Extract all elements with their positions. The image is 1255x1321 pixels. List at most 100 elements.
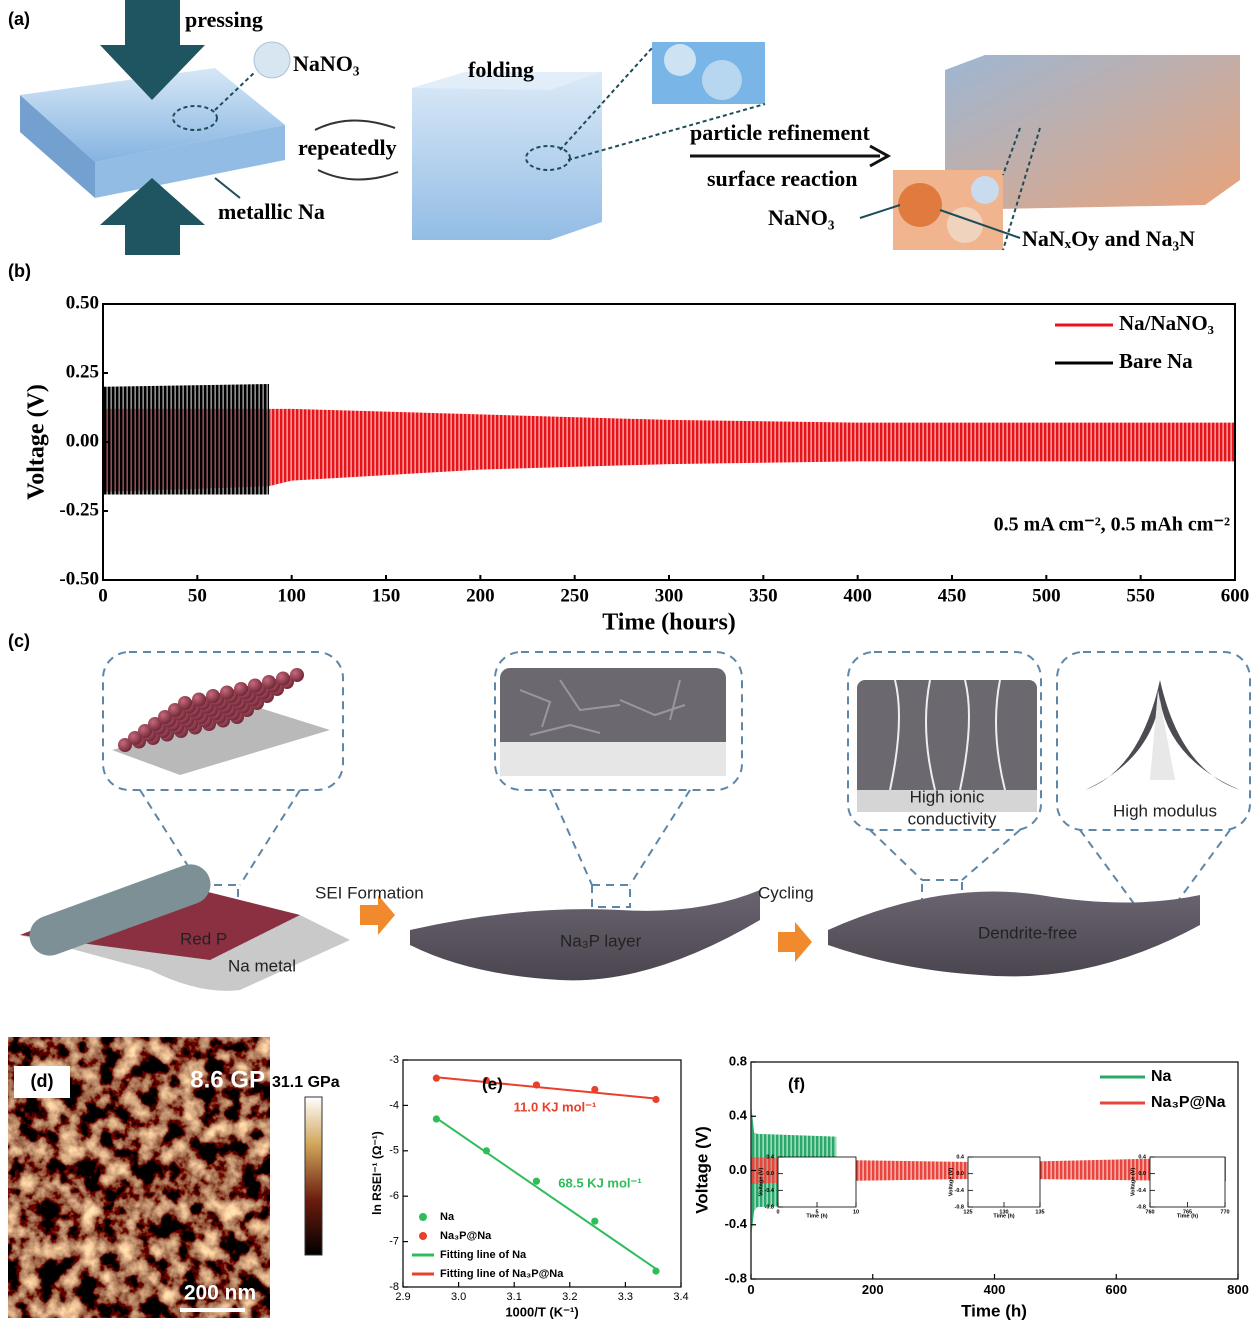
text: NaNO₃ <box>293 51 360 76</box>
pointer <box>939 209 1021 239</box>
zoom <box>172 105 218 131</box>
x-axis-title: 1000/T (K⁻¹) <box>505 1304 578 1319</box>
press-arrow <box>100 178 205 255</box>
folded-slab <box>412 72 602 240</box>
sphere <box>206 689 220 703</box>
y-tick-label: -0.25 <box>59 499 99 520</box>
chart: 0 50 100 150 200 250 300 350 400 450 500 550 600 -0.5… <box>8 261 1249 636</box>
y-axis-title: Voltage (V) <box>692 1126 711 1214</box>
zoom-line <box>1002 127 1041 251</box>
x-tick-label: 600 <box>1105 1282 1127 1297</box>
text: particle refinement <box>690 120 870 145</box>
text: Na⁺ <box>868 657 895 674</box>
zoom-box <box>1056 651 1251 831</box>
y-tick-label: -6 <box>389 1190 399 1202</box>
modulus-sheet <box>1085 680 1240 790</box>
x-tick-label: 450 <box>938 585 967 606</box>
text: NaNO₃ <box>768 205 835 230</box>
text: pressing <box>185 7 263 32</box>
legend-label: Na₃P@Na <box>1151 1094 1226 1111</box>
x-tick-label: 300 <box>655 585 684 606</box>
panel-c: (c) Red P Na metal SEI Formation Na₃P la… <box>8 631 1251 991</box>
zoom-line <box>869 829 923 881</box>
slab-side <box>20 95 95 198</box>
inset-background <box>778 1157 856 1207</box>
inset-y-title: Voltage (V) <box>948 1168 954 1196</box>
pointer <box>214 177 241 199</box>
panel-label: (e) <box>482 1074 503 1093</box>
sphere <box>262 675 276 689</box>
roller <box>29 864 211 956</box>
x-tick-label: 10 <box>853 1209 859 1215</box>
sphere <box>290 668 304 682</box>
x-tick-label: 350 <box>749 585 778 606</box>
sphere <box>276 671 290 686</box>
panel-d: (d) 8.6 GP 31.1 GPa 200 nm <box>8 1037 340 1318</box>
sphere <box>178 696 192 710</box>
panel-label: (c) <box>8 631 30 651</box>
y-tick-label: -3 <box>389 1054 399 1066</box>
modulus-value: 8.6 GP <box>190 1066 265 1093</box>
data-point <box>590 1216 600 1226</box>
ion-paths <box>889 679 1006 791</box>
y-tick-label: 0.50 <box>66 292 99 313</box>
folded-top <box>412 72 602 90</box>
press-arrow <box>100 0 205 100</box>
zoom-line <box>567 103 766 161</box>
sphere <box>192 692 206 707</box>
x-tick-label: 600 <box>1221 585 1250 606</box>
y-tick-label: 0.0 <box>1138 1171 1146 1177</box>
x-tick-label: 250 <box>560 585 589 606</box>
x-tick-label: 3.1 <box>507 1291 522 1303</box>
x-tick-label: 400 <box>843 585 872 606</box>
inset-sphere <box>702 60 742 100</box>
y-axis-title: ln RSEI⁻¹ (Ω⁻¹) <box>370 1131 384 1215</box>
text: conductivity <box>908 809 997 828</box>
y-tick-label: -0.4 <box>1137 1188 1147 1194</box>
zoom-line <box>239 789 301 886</box>
x-tick-label: 3.3 <box>618 1291 633 1303</box>
data-point <box>532 1176 541 1186</box>
legend-marker <box>419 1213 427 1221</box>
voltage-envelope <box>103 384 270 442</box>
text: repeatedly <box>298 135 397 160</box>
inset-sphere <box>664 44 696 76</box>
x-tick-label: 2.9 <box>395 1291 410 1303</box>
y-tick-label: 0.8 <box>729 1053 747 1068</box>
sphere <box>253 41 291 79</box>
y-tick-label: 0.0 <box>766 1171 774 1177</box>
x-tick-label: 770 <box>1220 1209 1229 1215</box>
x-tick-label: 760 <box>1145 1209 1154 1215</box>
fit-line <box>435 1117 657 1270</box>
legend-label: Fitting line of Na₃P@Na <box>440 1268 564 1280</box>
substrate <box>112 708 330 775</box>
zoom <box>525 145 571 171</box>
fit-line <box>436 1076 657 1100</box>
zoom-box <box>847 651 1042 831</box>
zoom-line <box>1174 829 1231 906</box>
zoom-spot <box>591 884 631 908</box>
x-tick-label: 50 <box>188 585 207 606</box>
x-tick-label: 800 <box>1227 1282 1249 1297</box>
y-tick-label: -7 <box>389 1236 399 1248</box>
inset-sphere <box>898 183 942 227</box>
x-axis-title: Time (hours) <box>602 610 736 636</box>
y-tick-label: -0.8 <box>725 1270 747 1285</box>
data-point <box>651 1095 661 1104</box>
step-arrow <box>778 922 812 962</box>
sphere <box>118 738 132 752</box>
x-tick-label: 0 <box>776 1209 779 1215</box>
refined-slab <box>945 55 1240 210</box>
zoom-line <box>961 829 1021 881</box>
y-tick-label: -0.8 <box>765 1204 774 1210</box>
x-axis-title: Time (h) <box>961 1301 1027 1320</box>
inset: 125 130 135 -0.8 -0.4 0.0 0.4 Time (h) Voltage (… <box>948 1154 1044 1219</box>
cycle-arrow <box>317 169 399 181</box>
legend-label: Na/NaNO₃ <box>1119 311 1214 335</box>
x-tick-label: 0 <box>747 1282 754 1297</box>
inset-y-title: Voltage (V) <box>1130 1168 1136 1196</box>
sphere <box>148 717 162 731</box>
pointer <box>859 204 901 219</box>
y-tick-label: -0.8 <box>1137 1204 1146 1210</box>
